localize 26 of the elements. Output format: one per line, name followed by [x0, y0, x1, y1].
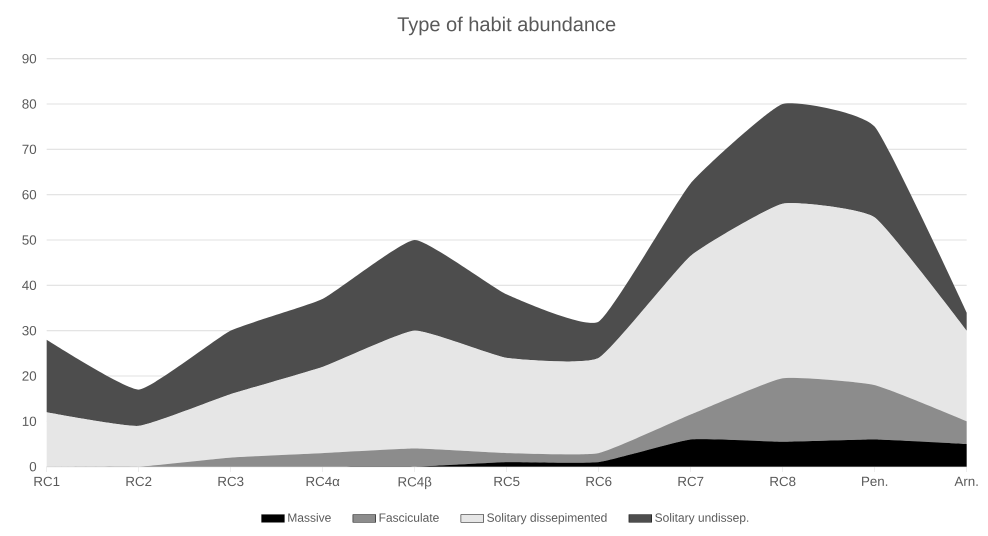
legend-label: Fasciculate	[380, 513, 439, 522]
x-tick-label: RC7	[678, 476, 704, 486]
y-tick-label: 50	[22, 235, 36, 245]
y-tick-label: 0	[30, 462, 36, 472]
x-tick-label: Arn.	[954, 476, 978, 486]
legend-label: Solitary dissepimented	[487, 513, 607, 524]
x-tick-label: RC6	[586, 476, 612, 486]
legend-label: Solitary undissep.	[655, 513, 748, 524]
x-tick-label: RC4α	[306, 476, 340, 486]
y-tick-label: 80	[22, 99, 36, 109]
x-tick-label: RC1	[34, 476, 60, 486]
x-tick-label: RC8	[770, 476, 796, 486]
y-tick-label: 70	[22, 144, 36, 154]
x-tick-label: Pen.	[862, 476, 888, 486]
x-tick-label: RC2	[126, 476, 152, 486]
chart-title: Type of habit abundance	[398, 16, 616, 36]
legend-label: Massive	[288, 513, 331, 522]
y-tick-label: 10	[22, 416, 36, 426]
y-tick-label: 90	[22, 54, 36, 64]
x-tick-label: RC5	[494, 476, 520, 486]
y-tick-label: 30	[22, 326, 36, 336]
y-tick-label: 20	[22, 371, 36, 381]
x-tick-label: RC4β	[398, 476, 432, 490]
y-tick-label: 40	[22, 280, 36, 290]
x-tick-label: RC3	[218, 476, 244, 486]
y-tick-label: 60	[22, 190, 36, 200]
